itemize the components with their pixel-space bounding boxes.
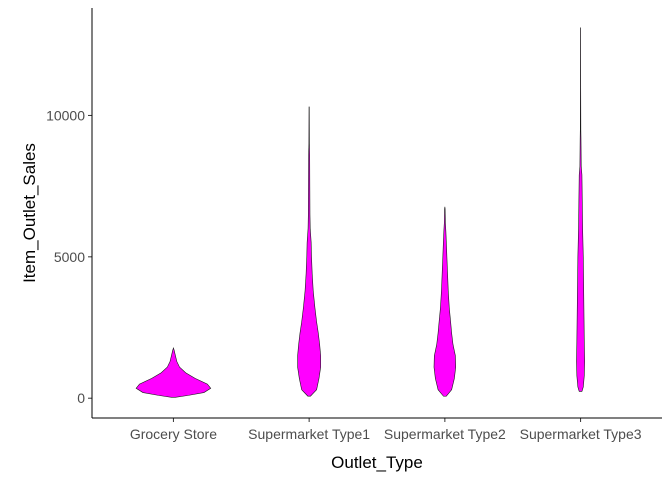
x-tick-label-supermarket-type1: Supermarket Type1 — [248, 426, 370, 442]
x-axis-ticks: Grocery Store Supermarket Type1 Supermarke… — [130, 418, 642, 442]
violin-supermarket-type2 — [433, 206, 457, 397]
violin-supermarket-type3 — [576, 27, 585, 392]
x-axis-title: Outlet_Type — [331, 453, 423, 472]
y-axis-title: Item_Outlet_Sales — [20, 143, 39, 283]
y-tick-label: 10000 — [46, 107, 85, 123]
violin-grocery-store — [135, 347, 212, 398]
x-tick-label-supermarket-type3: Supermarket Type3 — [520, 426, 642, 442]
violins-group — [135, 27, 585, 398]
x-tick-label-grocery-store: Grocery Store — [130, 426, 217, 442]
y-tick-label: 0 — [77, 390, 85, 406]
x-tick-label-supermarket-type2: Supermarket Type2 — [384, 426, 506, 442]
violin-supermarket-type1 — [297, 106, 321, 397]
y-axis-ticks: 0 5000 10000 — [46, 107, 92, 406]
y-tick-label: 5000 — [54, 249, 85, 265]
